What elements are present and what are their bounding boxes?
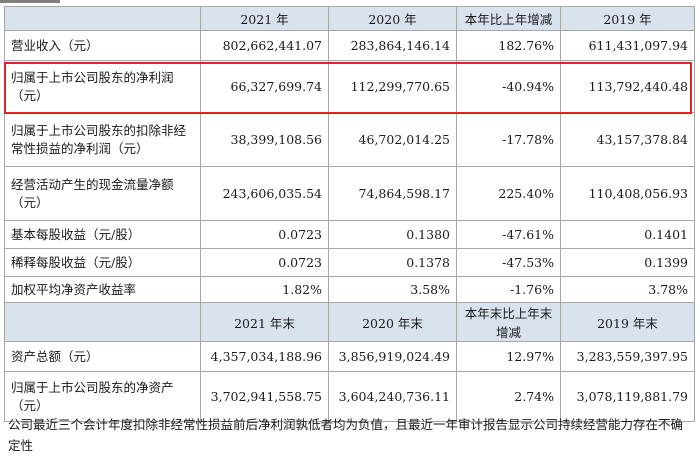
cell-2019: 0.1399	[560, 248, 695, 277]
row-label: 资产总额（元）	[4, 341, 201, 372]
table-row: 营业收入（元） 802,662,441.07 283,864,146.14 18…	[4, 30, 695, 61]
cell-2021: 4,357,034,188.96	[200, 341, 329, 372]
table-row: 资产总额（元） 4,357,034,188.96 3,856,919,024.4…	[4, 341, 695, 372]
header-2019-end: 2019 年末	[560, 302, 695, 342]
cell-change: 225.40%	[456, 166, 561, 221]
cell-2020: 3,856,919,024.49	[328, 341, 457, 372]
financial-data-table: 2021 年 2020 年 本年比上年增减 2019 年 营业收入（元） 802…	[4, 6, 695, 422]
cell-2019: 3.78%	[560, 276, 695, 303]
cell-2019: 0.1401	[560, 220, 695, 249]
table-row: 加权平均净资产收益率 1.82% 3.58% -1.76% 3.78%	[4, 276, 695, 303]
top-divider	[0, 0, 60, 3]
row-label: 归属于上市公司股东的净利润（元）	[4, 60, 201, 113]
cell-change: -40.94%	[456, 60, 561, 113]
table-row: 稀释每股收益（元/股） 0.0723 0.1378 -47.53% 0.1399	[4, 248, 695, 277]
cell-2019: 3,078,119,881.79	[560, 371, 695, 422]
header-change-end: 本年末比上年末增减	[456, 302, 561, 342]
table-header-row: 2021 年 2020 年 本年比上年增减 2019 年	[4, 6, 695, 31]
cell-2021: 243,606,035.54	[200, 166, 329, 221]
header-change: 本年比上年增减	[456, 6, 561, 31]
row-label: 稀释每股收益（元/股）	[4, 248, 201, 277]
row-label: 归属于上市公司股东的净资产（元）	[4, 371, 201, 422]
cell-2021: 0.0723	[200, 248, 329, 277]
cell-2019: 43,157,378.84	[560, 112, 695, 167]
table-row: 归属于上市公司股东的净资产（元） 3,702,941,558.75 3,604,…	[4, 371, 695, 422]
cell-2020: 3,604,240,736.11	[328, 371, 457, 422]
cell-change: 2.74%	[456, 371, 561, 422]
table-subheader-row: 2021 年末 2020 年末 本年末比上年末增减 2019 年末	[4, 302, 695, 342]
cell-change: -47.53%	[456, 248, 561, 277]
cell-change: -47.61%	[456, 220, 561, 249]
cell-2021: 0.0723	[200, 220, 329, 249]
table-row: 归属于上市公司股东的扣除非经常性损益的净利润（元） 38,399,108.56 …	[4, 112, 695, 167]
cell-2019: 110,408,056.93	[560, 166, 695, 221]
table-row: 经营活动产生的现金流量净额（元） 243,606,035.54 74,864,5…	[4, 166, 695, 221]
cell-2020: 0.1380	[328, 220, 457, 249]
cell-2021: 802,662,441.07	[200, 30, 329, 61]
cell-change: -17.78%	[456, 112, 561, 167]
header-2021-end: 2021 年末	[200, 302, 329, 342]
cell-2020: 0.1378	[328, 248, 457, 277]
header-2019: 2019 年	[560, 6, 695, 31]
cell-change: 12.97%	[456, 341, 561, 372]
row-label: 基本每股收益（元/股）	[4, 220, 201, 249]
cell-change: -1.76%	[456, 276, 561, 303]
table-row: 基本每股收益（元/股） 0.0723 0.1380 -47.61% 0.1401	[4, 220, 695, 249]
cell-2019: 113,792,440.48	[560, 60, 695, 113]
row-label: 经营活动产生的现金流量净额（元）	[4, 166, 201, 221]
cell-change: 182.76%	[456, 30, 561, 61]
cell-2019: 611,431,097.94	[560, 30, 695, 61]
header-2021: 2021 年	[200, 6, 329, 31]
row-label: 加权平均净资产收益率	[4, 276, 201, 303]
cell-2020: 112,299,770.65	[328, 60, 457, 113]
cell-2021: 1.82%	[200, 276, 329, 303]
cell-2021: 3,702,941,558.75	[200, 371, 329, 422]
cell-2020: 283,864,146.14	[328, 30, 457, 61]
cell-2020: 74,864,598.17	[328, 166, 457, 221]
header-blank-cell	[4, 6, 201, 31]
cell-2021: 66,327,699.74	[200, 60, 329, 113]
header-2020: 2020 年	[328, 6, 457, 31]
header-blank-cell	[4, 302, 201, 342]
footnote: 公司最近三个会计年度扣除非经常性损益前后净利润孰低者均为负值，且最近一年审计报告…	[8, 417, 684, 453]
cell-2020: 3.58%	[328, 276, 457, 303]
row-label: 归属于上市公司股东的扣除非经常性损益的净利润（元）	[4, 112, 201, 167]
cell-2020: 46,702,014.25	[328, 112, 457, 167]
cell-2019: 3,283,559,397.95	[560, 341, 695, 372]
header-2020-end: 2020 年末	[328, 302, 457, 342]
cell-2021: 38,399,108.56	[200, 112, 329, 167]
table-row: 归属于上市公司股东的净利润（元） 66,327,699.74 112,299,7…	[4, 60, 695, 113]
row-label: 营业收入（元）	[4, 30, 201, 61]
